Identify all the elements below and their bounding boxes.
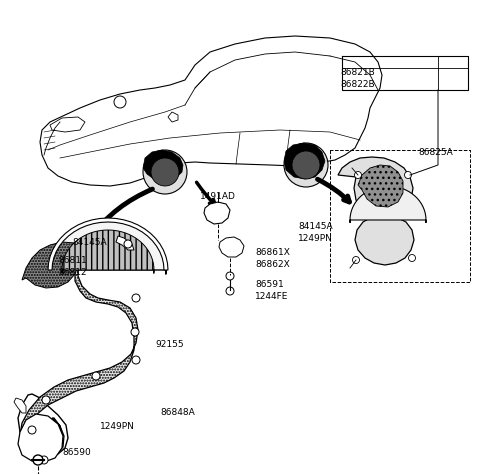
Text: 86591: 86591 (255, 280, 284, 289)
Circle shape (132, 356, 140, 364)
Text: 86862X: 86862X (255, 260, 290, 269)
Polygon shape (20, 250, 138, 457)
Text: 84145A: 84145A (72, 238, 107, 247)
Circle shape (226, 287, 234, 295)
Text: 86590: 86590 (62, 448, 91, 457)
Text: 1249PN: 1249PN (100, 422, 135, 431)
Text: 92155: 92155 (155, 340, 184, 349)
Polygon shape (14, 398, 26, 413)
Circle shape (33, 455, 43, 465)
Circle shape (355, 172, 361, 179)
Circle shape (408, 255, 416, 262)
Text: 86811: 86811 (58, 256, 87, 265)
Text: 1491AD: 1491AD (200, 192, 236, 201)
Circle shape (124, 240, 132, 248)
Circle shape (284, 143, 328, 187)
Text: 1249PN: 1249PN (298, 234, 333, 243)
Text: 86825A: 86825A (418, 148, 453, 157)
Text: 86822B: 86822B (340, 80, 374, 89)
Circle shape (40, 456, 48, 464)
Polygon shape (219, 237, 244, 257)
Polygon shape (40, 36, 382, 186)
Circle shape (28, 426, 36, 434)
Polygon shape (204, 202, 230, 224)
Polygon shape (48, 218, 168, 270)
Circle shape (92, 372, 100, 380)
Circle shape (143, 150, 187, 194)
Text: 1244FE: 1244FE (255, 292, 288, 301)
Text: 86848A: 86848A (160, 408, 195, 417)
Polygon shape (62, 230, 154, 273)
Circle shape (405, 172, 411, 179)
Polygon shape (143, 150, 183, 182)
Circle shape (352, 256, 360, 264)
Polygon shape (18, 414, 63, 462)
Polygon shape (116, 236, 134, 250)
Circle shape (292, 151, 320, 179)
Text: 86812: 86812 (58, 268, 86, 277)
Circle shape (42, 396, 50, 404)
Text: 86821B: 86821B (340, 68, 375, 77)
Polygon shape (50, 220, 166, 274)
Text: 86861X: 86861X (255, 248, 290, 257)
Polygon shape (22, 242, 81, 288)
Polygon shape (358, 165, 403, 207)
Circle shape (131, 328, 139, 336)
Polygon shape (18, 394, 68, 456)
Circle shape (151, 158, 179, 186)
Circle shape (226, 272, 234, 280)
Text: 84145A: 84145A (298, 222, 333, 231)
Polygon shape (350, 186, 426, 223)
Circle shape (132, 294, 140, 302)
Polygon shape (338, 157, 414, 265)
Polygon shape (284, 143, 325, 179)
